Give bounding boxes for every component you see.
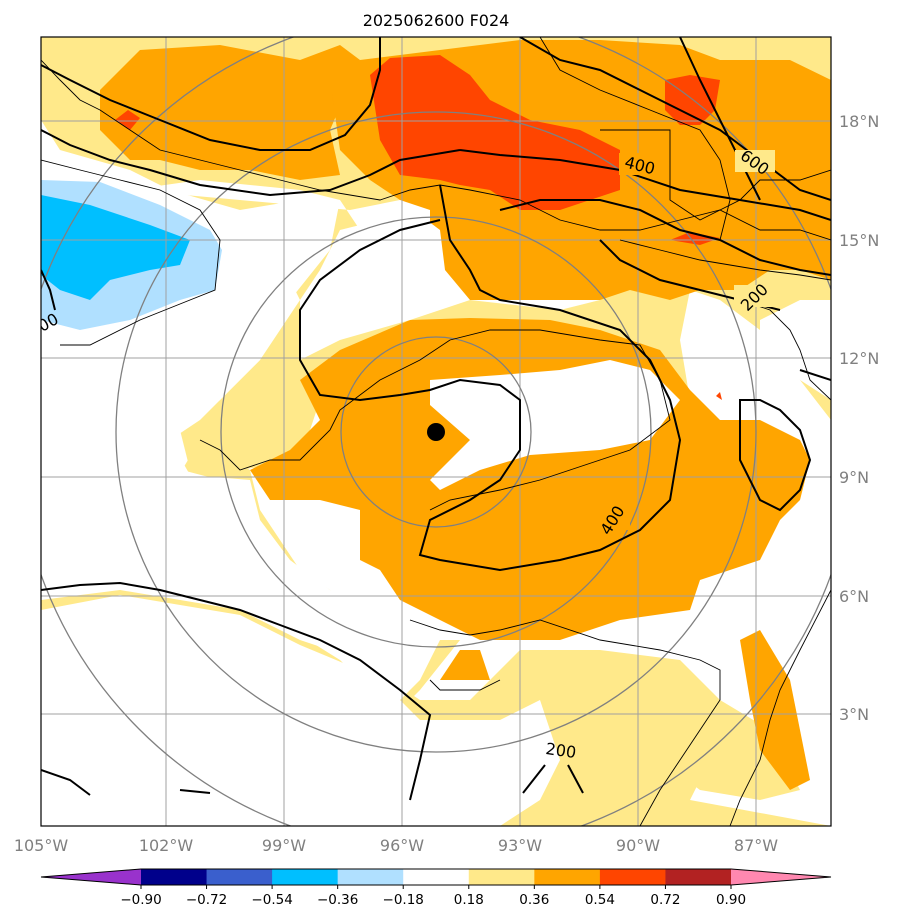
colorbar-segment	[403, 869, 470, 885]
colorbar-segment	[337, 869, 404, 885]
colorbar-segment	[206, 869, 273, 885]
lat-label-18n: 18°N	[839, 112, 879, 131]
plot-frame	[40, 36, 832, 827]
lat-label-9n: 9°N	[839, 468, 869, 487]
colorbar-segment	[141, 869, 208, 885]
lon-label-90w: 90°W	[616, 836, 660, 855]
colorbar-tick-label: −0.18	[383, 892, 424, 908]
lon-label-87w: 87°W	[734, 836, 778, 855]
colorbar-extend-high	[731, 869, 831, 885]
latitude-labels: 18°N 15°N 12°N 9°N 6°N 3°N	[839, 112, 879, 724]
lat-label-3n: 3°N	[839, 705, 869, 724]
lon-label-93w: 93°W	[498, 836, 542, 855]
map-title: 2025062600 F024	[363, 11, 510, 30]
longitude-labels: 105°W 102°W 99°W 96°W 93°W 90°W 87°W	[14, 836, 778, 855]
colorbar: −0.90 −0.72 −0.54 −0.36 −0.18 0.18 0.36 0.54 0.7…	[40, 868, 832, 908]
coastlines	[41, 37, 831, 826]
colorbar-segment	[468, 869, 535, 885]
gridlines	[41, 37, 831, 826]
colorbar-tick-label: 0.90	[716, 892, 746, 908]
storm-center-dot	[427, 423, 445, 441]
lat-label-15n: 15°N	[839, 231, 879, 250]
lon-label-99w: 99°W	[262, 836, 306, 855]
plot-area: 400 600 200 400 200 00	[41, 37, 831, 826]
geopotential-contours	[41, 37, 831, 801]
colorbar-extend-low	[41, 869, 141, 885]
colorbar-segment	[665, 869, 732, 885]
colorbar-tick-label: −0.36	[317, 892, 358, 908]
colorbar-tick-label: 0.54	[585, 892, 615, 908]
colorbar-tick-label: 0.18	[454, 892, 484, 908]
colorbar-tick-label: −0.54	[251, 892, 292, 908]
colorbar-segment	[534, 869, 601, 885]
lon-label-105w: 105°W	[14, 836, 69, 855]
lat-label-12n: 12°N	[839, 349, 879, 368]
colorbar-tick-label: −0.90	[120, 892, 161, 908]
colorbar-segment	[599, 869, 666, 885]
lat-label-6n: 6°N	[839, 587, 869, 606]
lon-label-96w: 96°W	[380, 836, 424, 855]
range-rings	[41, 37, 831, 826]
shade-eye-white	[300, 215, 680, 490]
shade-deep-sky-blue	[41, 195, 190, 300]
colorbar-tick-label: 0.36	[519, 892, 549, 908]
colorbar-tick-label: −0.72	[186, 892, 227, 908]
lon-label-102w: 102°W	[139, 836, 194, 855]
colorbar-segment	[272, 869, 339, 885]
contour-label-200-south: 200	[544, 739, 577, 762]
colorbar-tick-label: 0.72	[650, 892, 680, 908]
